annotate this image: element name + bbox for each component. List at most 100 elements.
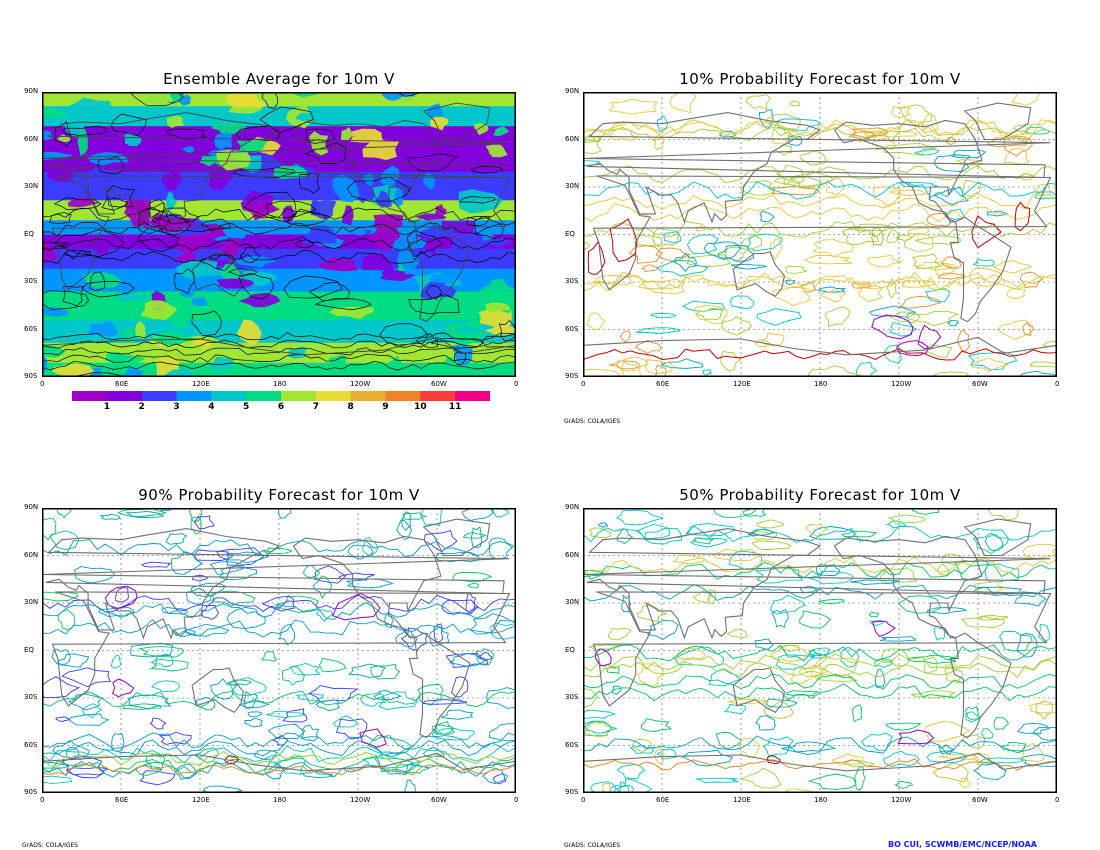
longitude-label: 0 [514, 380, 519, 388]
contour-line [316, 609, 334, 622]
contour-line [888, 514, 926, 525]
contour-line [469, 613, 516, 634]
contour-line [960, 616, 1006, 629]
contour-line [261, 92, 278, 109]
longitude-label: 60E [115, 796, 129, 804]
longitude-label: 60W [431, 796, 447, 804]
contour-line [149, 717, 167, 730]
filled-patch [380, 165, 400, 187]
filled-patch [124, 132, 142, 147]
colorbar-box [385, 391, 421, 401]
contour-line [56, 508, 72, 519]
contour-line [66, 746, 80, 760]
latitude-label: 90N [565, 503, 580, 511]
contour-line [588, 644, 622, 650]
map-frame [583, 92, 1057, 377]
contour-line [481, 333, 516, 348]
filled-patch [191, 296, 208, 307]
contour-line [200, 218, 231, 232]
contour-line [42, 732, 516, 750]
latitude-label: 30S [24, 277, 38, 285]
contour-line [583, 673, 1057, 690]
contour-line-low [872, 620, 897, 638]
longitude-label: 180 [273, 796, 287, 804]
contour-line [139, 770, 176, 786]
filled-patch [93, 291, 119, 313]
longitude-label: 0 [1055, 796, 1060, 804]
contour-line [756, 519, 785, 529]
contour-line [474, 216, 504, 240]
contour-line [1011, 92, 1042, 106]
contour-line [686, 254, 732, 268]
contour-line [481, 767, 509, 785]
contour-line [191, 310, 222, 337]
contour-line [42, 353, 516, 363]
contour-line [210, 678, 238, 700]
contour-line [404, 779, 416, 793]
contour-line [999, 741, 1027, 752]
contour-line [227, 679, 252, 686]
contour-line [879, 567, 918, 584]
filled-patch [118, 367, 144, 377]
filled-patch [105, 351, 126, 363]
contour-line [987, 508, 1019, 521]
contour-line [149, 658, 189, 672]
filled-patch [458, 189, 503, 214]
contour-line [194, 549, 231, 561]
contour-line [870, 619, 884, 626]
contour-line [882, 750, 920, 767]
colorbar-label: 4 [208, 402, 215, 412]
contour-line [42, 517, 57, 541]
contour-line [583, 653, 1057, 672]
contour-line [583, 735, 1057, 754]
longitude-label: 60W [972, 796, 988, 804]
longitude-label: 60W [972, 380, 988, 388]
contour-line [619, 330, 631, 343]
latitude-label: 30S [565, 277, 579, 285]
contour-line [42, 339, 516, 349]
coastline [51, 591, 511, 707]
coastline [583, 528, 1051, 640]
contour-line [470, 526, 483, 548]
contour-line [445, 653, 489, 668]
contour-line [244, 718, 263, 728]
colorbar-box [315, 391, 352, 401]
coastline [592, 591, 1052, 707]
contour-line [171, 627, 196, 638]
contour-line [42, 290, 89, 310]
contour-line [941, 256, 962, 269]
colorbar-label: 3 [173, 402, 180, 412]
contour-line [67, 693, 103, 711]
contour-line [763, 700, 794, 719]
contour-line [151, 680, 181, 693]
filled-patch [165, 192, 178, 211]
contour-line [765, 698, 798, 708]
panel-title: Ensemble Average for 10m V [163, 70, 395, 88]
coastline [949, 216, 1012, 323]
filled-patch [429, 273, 464, 285]
filled-patch [51, 323, 88, 337]
contour-line [415, 333, 438, 349]
contour-line [584, 720, 612, 734]
contour-line [308, 281, 351, 302]
filled-patch [473, 122, 489, 136]
filled-patch [484, 325, 516, 336]
longitude-label: 120E [733, 380, 751, 388]
contour-line [805, 523, 829, 537]
contour-line [61, 125, 108, 136]
contour-line [702, 369, 712, 376]
contour-line [871, 226, 884, 246]
contour-line [151, 207, 200, 224]
contour-line [107, 197, 129, 208]
contour-line [934, 262, 957, 276]
contour-line [891, 105, 911, 119]
longitude-label: 0 [514, 796, 519, 804]
filled-patch [362, 172, 374, 187]
contour-line [740, 233, 763, 250]
longitude-label: 0 [40, 796, 45, 804]
contour-line [431, 724, 456, 735]
contour-line [99, 513, 121, 520]
filled-band [42, 106, 516, 128]
panel-title: 50% Probability Forecast for 10m V [679, 486, 961, 504]
contour-line [42, 690, 516, 708]
